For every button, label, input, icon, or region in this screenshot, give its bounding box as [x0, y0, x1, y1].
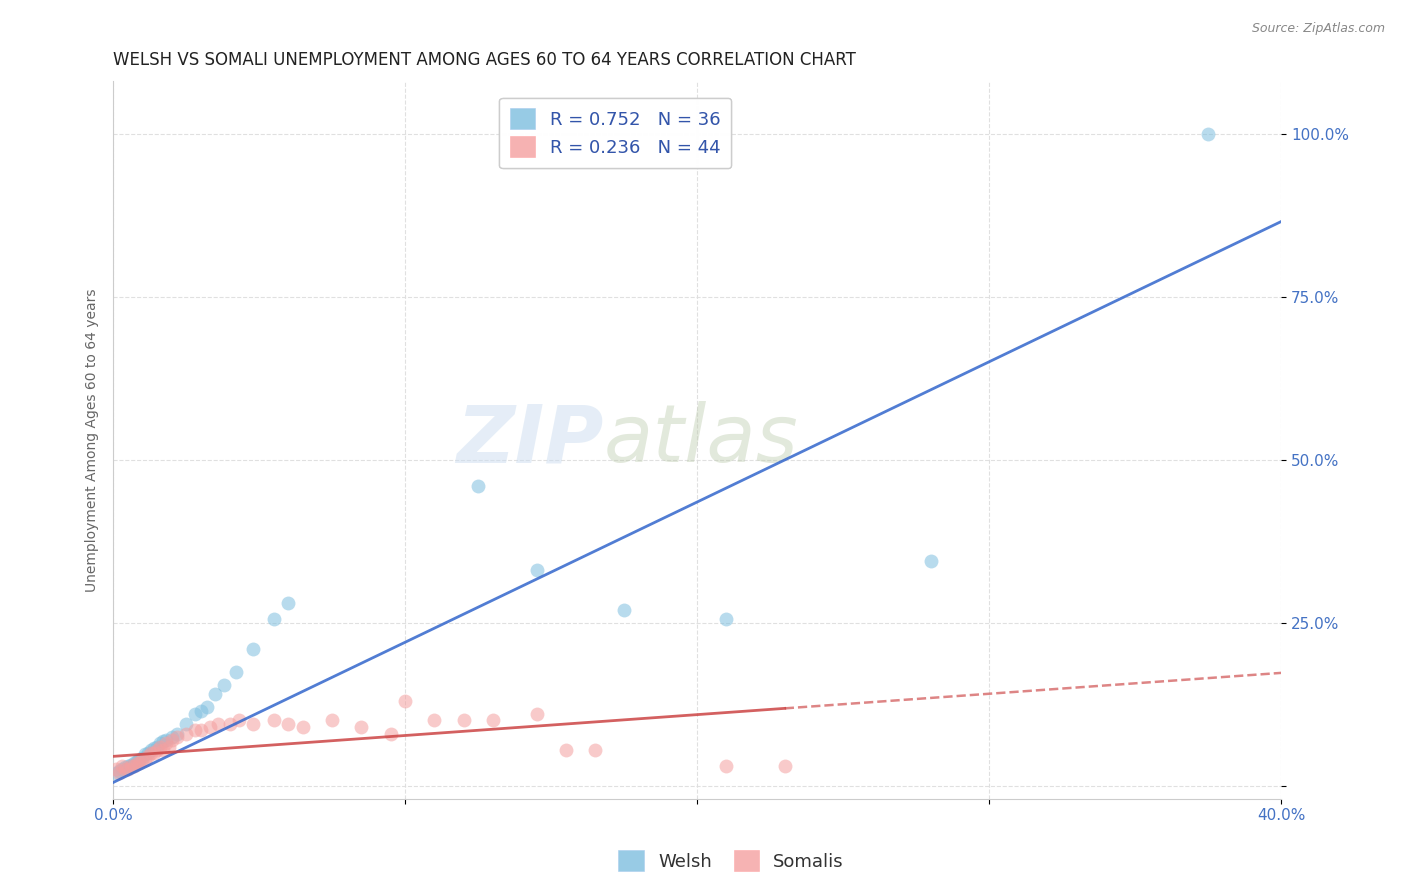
Point: [136, 749, 159, 764]
Point: [160, 733, 183, 747]
Point: [204, 687, 226, 701]
Legend: R = 0.752   N = 36, R = 0.236   N = 44: R = 0.752 N = 36, R = 0.236 N = 44: [499, 97, 731, 169]
Point: [1197, 127, 1219, 141]
Point: [114, 760, 136, 774]
Point: [111, 763, 134, 777]
Point: [134, 753, 156, 767]
Point: [190, 723, 212, 738]
Point: [105, 763, 128, 777]
Point: [166, 726, 188, 740]
Point: [242, 716, 264, 731]
Point: [152, 734, 174, 748]
Point: [122, 759, 145, 773]
Point: [117, 759, 139, 773]
Point: [380, 726, 402, 740]
Point: [228, 714, 250, 728]
Point: [108, 765, 131, 780]
Point: [394, 694, 416, 708]
Point: [152, 743, 174, 757]
Point: [481, 714, 503, 728]
Point: [225, 665, 247, 679]
Point: [467, 479, 489, 493]
Point: [146, 739, 169, 754]
Point: [114, 763, 136, 777]
Point: [125, 754, 148, 768]
Point: [277, 716, 299, 731]
Point: [554, 743, 576, 757]
Point: [526, 706, 548, 721]
Point: [321, 714, 343, 728]
Point: [155, 733, 177, 747]
Point: [190, 704, 212, 718]
Point: [350, 720, 373, 734]
Point: [198, 720, 221, 734]
Text: WELSH VS SOMALI UNEMPLOYMENT AMONG AGES 60 TO 64 YEARS CORRELATION CHART: WELSH VS SOMALI UNEMPLOYMENT AMONG AGES …: [114, 51, 856, 69]
Point: [141, 743, 163, 757]
Point: [207, 716, 229, 731]
Point: [920, 554, 942, 568]
Point: [453, 714, 475, 728]
Point: [583, 743, 606, 757]
Point: [131, 753, 153, 767]
Point: [131, 751, 153, 765]
Text: atlas: atlas: [603, 401, 799, 479]
Legend: Welsh, Somalis: Welsh, Somalis: [612, 843, 851, 879]
Point: [423, 714, 446, 728]
Point: [166, 730, 188, 744]
Point: [120, 759, 142, 773]
Text: Source: ZipAtlas.com: Source: ZipAtlas.com: [1251, 22, 1385, 36]
Point: [111, 759, 134, 773]
Point: [117, 763, 139, 777]
Point: [526, 564, 548, 578]
Point: [773, 759, 796, 773]
Point: [128, 753, 150, 767]
Point: [134, 747, 156, 762]
Point: [122, 756, 145, 770]
Point: [105, 765, 128, 780]
Point: [143, 746, 166, 760]
Point: [195, 700, 218, 714]
Point: [155, 736, 177, 750]
Point: [184, 706, 207, 721]
Point: [263, 714, 285, 728]
Point: [157, 739, 180, 754]
Y-axis label: Unemployment Among Ages 60 to 64 years: Unemployment Among Ages 60 to 64 years: [86, 288, 100, 591]
Point: [263, 612, 285, 626]
Point: [149, 739, 172, 754]
Point: [212, 678, 235, 692]
Point: [174, 726, 197, 740]
Point: [291, 720, 314, 734]
Point: [108, 764, 131, 779]
Point: [146, 743, 169, 757]
Point: [143, 740, 166, 755]
Point: [125, 756, 148, 770]
Point: [160, 730, 183, 744]
Point: [184, 723, 207, 738]
Point: [149, 736, 172, 750]
Point: [141, 746, 163, 760]
Point: [219, 716, 242, 731]
Point: [613, 602, 636, 616]
Point: [120, 757, 142, 772]
Point: [174, 716, 197, 731]
Text: ZIP: ZIP: [457, 401, 603, 479]
Point: [128, 756, 150, 770]
Point: [242, 641, 264, 656]
Point: [277, 596, 299, 610]
Point: [136, 746, 159, 760]
Point: [716, 612, 738, 626]
Point: [716, 759, 738, 773]
